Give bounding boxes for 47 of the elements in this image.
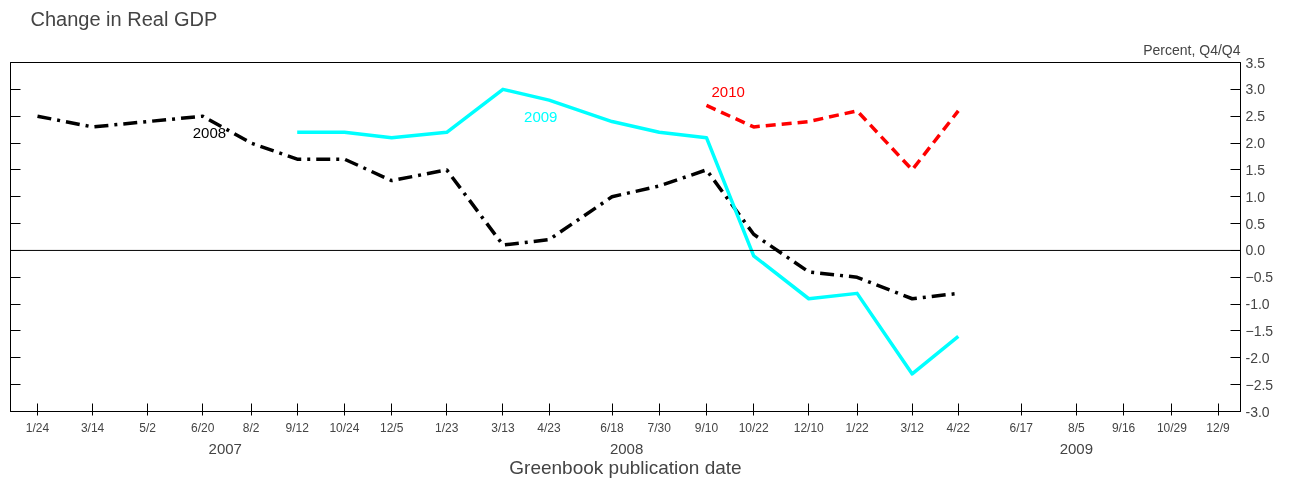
x-tick-label: 7/30 [647, 420, 672, 435]
x-tick-label: 5/2 [139, 420, 157, 435]
y-tick-label: -1.0 [1245, 296, 1270, 313]
y-tick-label: −1.5 [1245, 322, 1274, 339]
x-tick-label: 10/29 [1156, 420, 1188, 435]
x2-tick-label: 2007 [208, 439, 242, 457]
x-tick-label: 6/20 [191, 420, 215, 435]
y-tick-label: -3.0 [1245, 403, 1270, 420]
y-tick-label: 0.5 [1245, 215, 1266, 232]
y-tick-label: 3.5 [1245, 54, 1266, 71]
x-tick-label: 9/12 [285, 420, 310, 435]
x-tick-label: 12/5 [379, 420, 404, 435]
x2-tick-label: 2008 [609, 439, 644, 457]
x-tick-label: 3/14 [80, 420, 105, 435]
x-tick-label: 8/2 [242, 420, 260, 435]
x-tick-label: 1/22 [845, 420, 870, 435]
x-axis-title: Greenbook publication date [509, 456, 742, 478]
x-tick-label: 4/22 [946, 420, 971, 435]
x-tick-label: 6/17 [1009, 420, 1034, 435]
x-tick-label: 12/9 [1206, 420, 1231, 435]
y-tick-label: 2.5 [1245, 108, 1266, 125]
x-tick-label: 10/22 [738, 420, 770, 435]
x-tick-label: 6/18 [600, 420, 625, 435]
x-tick-label: 4/23 [537, 420, 562, 435]
x-tick-label: 9/10 [694, 420, 719, 435]
y-tick-label: 1.0 [1245, 188, 1266, 205]
chart-title: Change in Real GDP [30, 7, 218, 30]
series-label: 2009 [524, 108, 558, 126]
x-tick-label: 1/23 [435, 420, 459, 435]
x-tick-label: 3/13 [491, 420, 515, 435]
x-tick-label: 8/5 [1068, 420, 1086, 435]
series-label: 2010 [711, 83, 745, 101]
y-tick-label: −2.5 [1245, 376, 1274, 393]
series-label: 2008 [192, 124, 227, 142]
y-axis-title: Percent, Q4/Q4 [1143, 41, 1241, 58]
y-tick-label: 0.0 [1245, 242, 1266, 259]
y-tick-label: 3.0 [1245, 81, 1266, 98]
y-tick-label: -2.0 [1245, 349, 1270, 366]
x-tick-label: 12/10 [793, 420, 825, 435]
y-tick-label: 2.0 [1245, 135, 1266, 152]
x-tick-label: 3/12 [900, 420, 925, 435]
x2-tick-label: 2009 [1059, 439, 1094, 457]
y-tick-label: −0.5 [1245, 269, 1274, 286]
x-tick-label: 1/24 [25, 420, 50, 435]
y-tick-label: 1.5 [1245, 161, 1266, 178]
x-tick-label: 9/16 [1111, 420, 1136, 435]
x-tick-label: 10/24 [329, 420, 360, 435]
